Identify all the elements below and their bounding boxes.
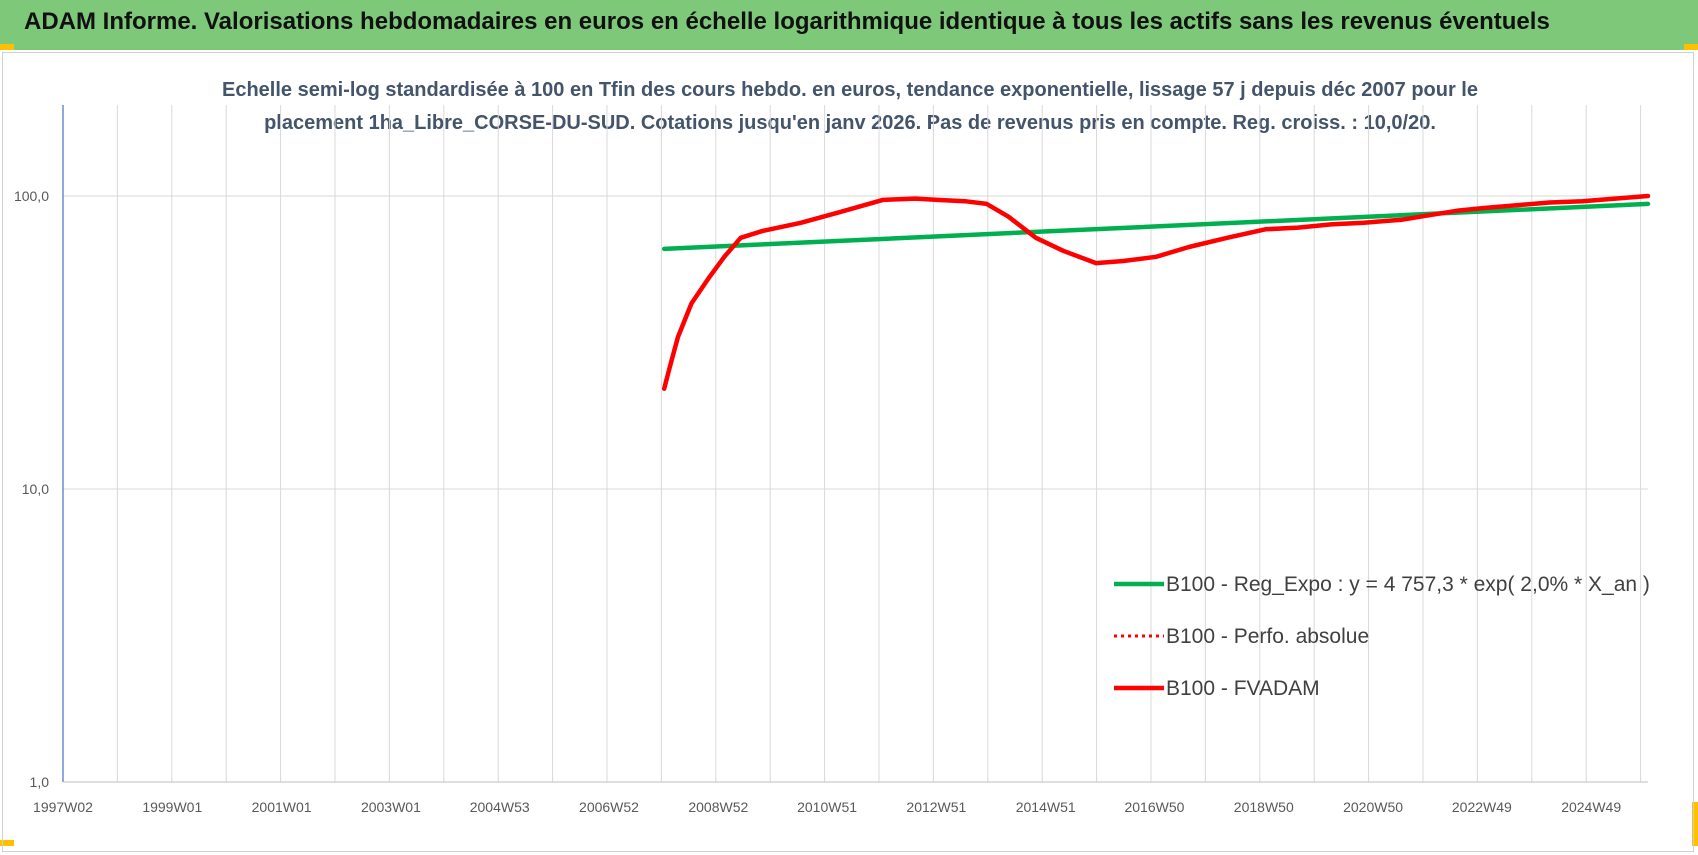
chart-frame <box>2 52 1694 852</box>
legend-label-2: B100 - Perfo. absolue <box>1166 625 1369 648</box>
y-tick-label: 100,0 <box>14 188 49 204</box>
series-line-1 <box>661 201 1651 252</box>
corner-marker-top-left <box>0 44 14 50</box>
y-tick-label: 1,0 <box>30 774 50 790</box>
x-tick-label: 2024W49 <box>1561 799 1621 815</box>
x-tick-label: 2003W01 <box>361 799 421 815</box>
x-tick-label: 2006W52 <box>579 799 639 815</box>
y-tick-label: 10,0 <box>22 481 49 497</box>
x-tick-label: 2014W51 <box>1016 799 1076 815</box>
x-tick-label: 1997W02 <box>33 799 93 815</box>
x-tick-label: 2022W49 <box>1452 799 1512 815</box>
x-tick-label: 2008W52 <box>688 799 748 815</box>
chart-title-line-2: placement 1ha_Libre_CORSE-DU-SUD. Cotati… <box>264 112 1436 134</box>
x-tick-label: 2020W50 <box>1343 799 1403 815</box>
chart-title: Echelle semi-log standardisée à 100 en T… <box>200 74 1500 140</box>
x-tick-label: 1999W01 <box>142 799 202 815</box>
corner-marker-bottom-right <box>1692 802 1698 846</box>
legend-label-3: B100 - FVADAM <box>1166 677 1320 700</box>
x-tick-label: 2016W50 <box>1124 799 1184 815</box>
legend-label-1: B100 - Reg_Expo : y = 4 757,3 * exp( 2,0… <box>1166 573 1650 596</box>
chart-title-line-1: Echelle semi-log standardisée à 100 en T… <box>222 79 1478 101</box>
x-tick-label: 2012W51 <box>906 799 966 815</box>
corner-marker-bottom-left <box>0 840 14 846</box>
page-title: ADAM Informe. Valorisations hebdomadaire… <box>24 8 1550 35</box>
corner-marker-top-right <box>1684 44 1698 50</box>
x-tick-label: 2018W50 <box>1234 799 1294 815</box>
x-tick-label: 2010W51 <box>797 799 857 815</box>
x-tick-label: 2004W53 <box>470 799 530 815</box>
header-bar: ADAM Informe. Valorisations hebdomadaire… <box>0 0 1698 50</box>
series-line-3 <box>661 193 1651 391</box>
x-tick-label: 2001W01 <box>252 799 312 815</box>
